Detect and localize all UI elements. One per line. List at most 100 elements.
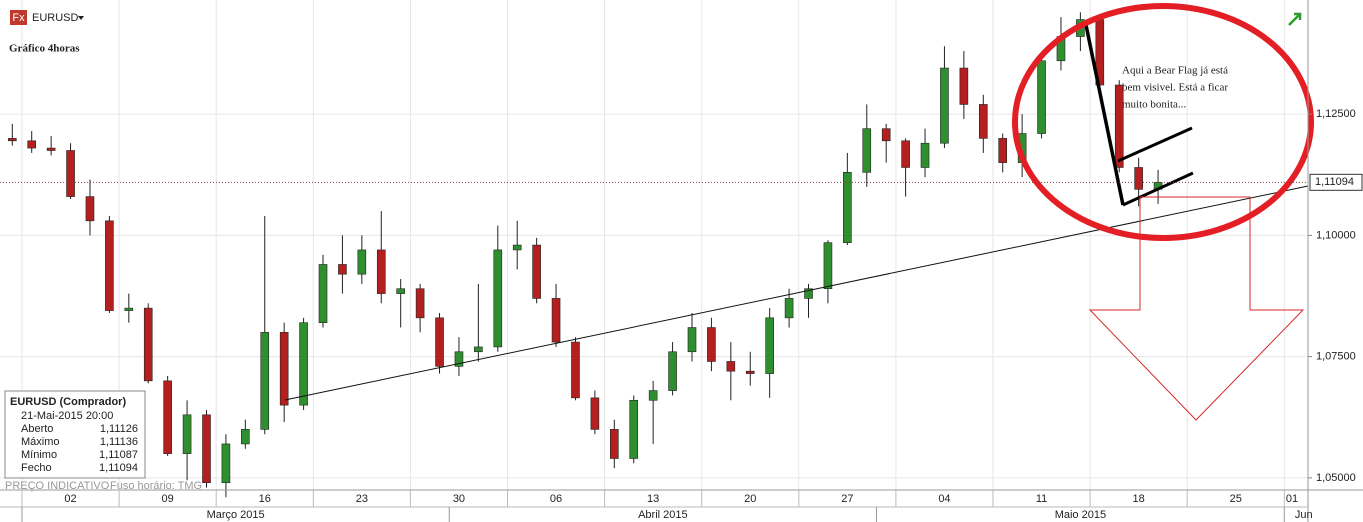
candle-body (474, 346, 483, 353)
candle-body (85, 196, 95, 222)
info-value: 1,11126 (100, 423, 138, 435)
candle-body (784, 298, 794, 319)
x-tick-label: 09 (162, 493, 174, 505)
info-box (4, 390, 146, 479)
candle-body (726, 361, 736, 372)
candle-body (7, 138, 17, 142)
candle-body (512, 244, 522, 251)
chart-title: Gráfico 4horas (9, 43, 80, 55)
candle-body (804, 288, 813, 299)
candles (7, 12, 1163, 498)
fx-icon[interactable] (10, 10, 27, 25)
x-tick-label: 25 (1230, 493, 1242, 505)
candle-body (998, 138, 1008, 163)
info-value: 1,11087 (99, 449, 138, 461)
candle-body (415, 288, 425, 319)
candle-body (46, 147, 56, 151)
candle-body (435, 317, 444, 367)
x-tick-label: 20 (744, 493, 756, 505)
x-tick-label: 18 (1133, 493, 1145, 505)
x-tick-label: 23 (356, 493, 368, 505)
candle-body (843, 172, 852, 243)
candle-body (357, 249, 367, 275)
candle-body (881, 128, 891, 142)
flag-upper (1117, 126, 1193, 163)
highlight-ellipse (1012, 3, 1314, 241)
fx-icon-label: Fx (12, 12, 25, 24)
month-label: Jun (1295, 509, 1313, 521)
trend-icon[interactable] (1288, 12, 1302, 26)
candle-body (648, 390, 658, 401)
candle-body (532, 244, 541, 299)
flag-pole (1084, 24, 1125, 206)
candle-body (745, 370, 755, 374)
candle-body (163, 380, 172, 454)
candle-body (338, 264, 347, 275)
candle-body (978, 104, 988, 139)
x-tick-label: 04 (938, 493, 950, 505)
candle-body (318, 264, 328, 323)
candle-body (687, 327, 697, 353)
x-tick-label: 11 (1036, 493, 1047, 505)
symbol-dropdown[interactable] (78, 16, 84, 20)
y-tick-label: 1,05000 (1316, 472, 1356, 484)
x-tick-label: 27 (841, 493, 853, 505)
axes: 1,05000 1,07500 1,10000 1,12500 02 09 16 23 30 06… (0, 108, 1363, 522)
candle-body (551, 298, 561, 343)
candle-body (629, 399, 639, 459)
candle-body (1134, 167, 1143, 190)
candle-body (66, 150, 75, 197)
footer: PREÇO INDICATIVO Fuso horário: TMG (5, 480, 202, 492)
candle-body (959, 67, 969, 105)
info-title: EURUSD (Comprador) (10, 396, 126, 408)
grid (0, 0, 1308, 490)
annotation: Aqui a Bear Flag já está bem visivel. Est… (1122, 65, 1228, 111)
candle-body (241, 429, 250, 445)
annotation-line: bem visivel. Está a ficar (1122, 82, 1228, 94)
trend-line (284, 185, 1309, 401)
candle-body (1037, 60, 1046, 134)
candle-body (182, 414, 192, 454)
y-tick-label: 1,12500 (1316, 108, 1356, 120)
candle-body (279, 332, 289, 406)
candle-body (590, 397, 600, 430)
candle-body (765, 317, 774, 374)
candle-body (105, 220, 114, 311)
x-tick-label: 02 (64, 493, 76, 505)
x-tick-label: 01 (1286, 493, 1298, 505)
candle-body (493, 249, 503, 348)
candle-body (202, 414, 211, 484)
candle-body (260, 332, 270, 430)
info-label: Fecho (21, 462, 52, 474)
symbol[interactable]: EURUSD (32, 12, 79, 24)
footer-text: Fuso horário: TMG (110, 480, 202, 492)
info-label: Máximo (21, 436, 60, 448)
candle-body (610, 429, 619, 459)
info-label: Mínimo (21, 449, 57, 461)
y-tick-label: 1,10000 (1316, 229, 1356, 241)
month-label: Março 2015 (207, 509, 265, 521)
x-tick-label: 16 (259, 493, 271, 505)
annotation-line: Aqui a Bear Flag já está (1122, 65, 1228, 77)
candle-body (27, 140, 37, 149)
x-tick-label: 30 (453, 493, 465, 505)
x-tick-label: 13 (647, 493, 659, 505)
candle-body (396, 288, 405, 294)
candle-body (221, 443, 231, 484)
candle-body (668, 351, 677, 391)
y-tick-label: 1,07500 (1316, 351, 1356, 363)
candle-body (143, 307, 153, 382)
last-price-label: 1,11094 (1315, 176, 1354, 188)
candle-body (920, 142, 930, 168)
annotation-line: muito bonita... (1122, 99, 1186, 111)
candle-body (1114, 84, 1124, 168)
last-price-box (1309, 173, 1363, 191)
info-value: 1,11094 (99, 462, 138, 474)
candle-body (823, 242, 833, 290)
candle-body (299, 322, 308, 406)
candle-body (901, 140, 910, 168)
info-content: EURUSD (Comprador) 21-Mai-2015 20:00Abert… (10, 396, 138, 474)
info-datetime: 21-Mai-2015 20:00 (21, 410, 113, 422)
